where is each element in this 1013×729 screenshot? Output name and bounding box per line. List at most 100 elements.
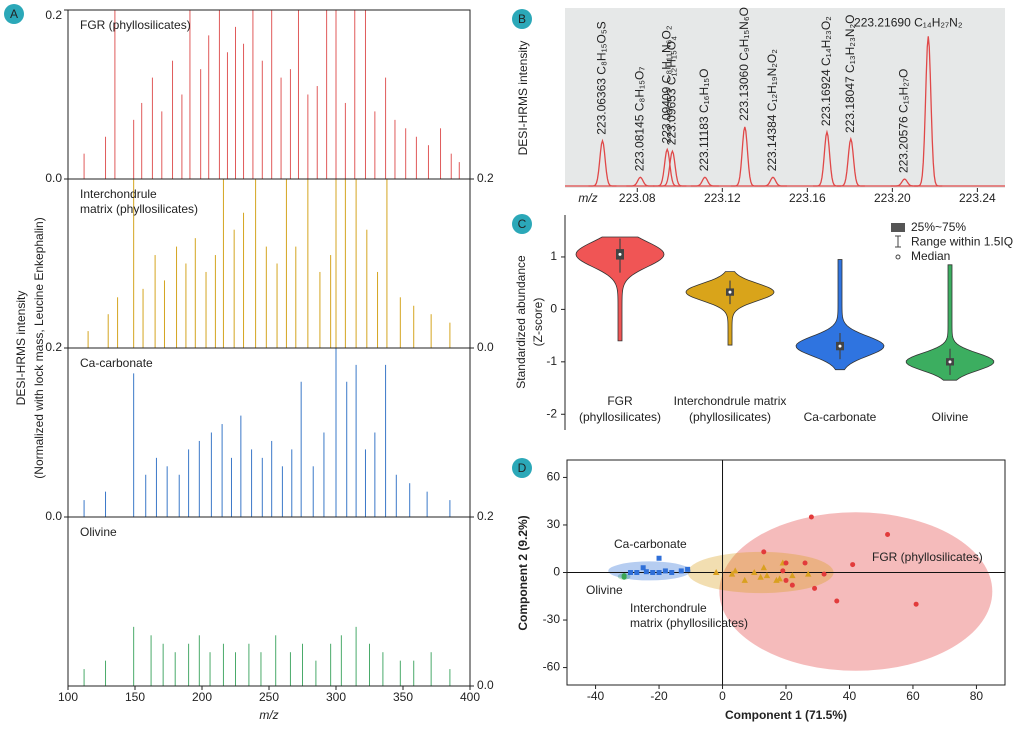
peak-label: 223.14384 C₁₂H₁₉N₂O₂	[765, 49, 779, 172]
spectrum-peak	[658, 149, 687, 187]
peak-label: 223.06363 C₈H₁₅O₅S	[595, 21, 609, 134]
series-label: Olivine	[586, 583, 623, 597]
y-tick-label: 0.0	[477, 678, 494, 692]
series-label: FGR (phyllosilicates)	[872, 550, 983, 564]
y-axis-label: (Z-score)	[531, 298, 545, 347]
y-axis-label: DESI-HRMS intensity	[516, 41, 530, 156]
x-tick-label: -20	[650, 689, 668, 703]
point	[802, 560, 808, 566]
y-axis-label: (Normalized with lock mass, Leucine Enke…	[32, 217, 46, 478]
panel-letter: C	[518, 217, 527, 231]
subpanel-frame	[67, 516, 471, 687]
x-tick-label: 223.20	[874, 191, 911, 205]
peak-label: 223.09653 C₁₂H₁₅O₄	[665, 36, 679, 145]
y-axis-label: DESI-HRMS intensity	[14, 291, 28, 406]
y-tick-label: 0.2	[45, 8, 62, 22]
peak-label: 223.16924 C₁₄H₂₃O₂	[819, 16, 833, 126]
point	[656, 555, 662, 561]
point	[789, 572, 796, 579]
x-tick-label: 40	[843, 689, 857, 703]
y-tick-label: 0	[553, 565, 560, 579]
point	[728, 570, 736, 577]
y-tick-label: 0.0	[45, 509, 62, 523]
point	[640, 565, 646, 571]
series-label: Ca-carbonate	[80, 356, 153, 370]
y-tick-label: -1	[546, 354, 557, 368]
series-label: matrix (phyllosilicates)	[630, 616, 748, 630]
y-tick-label: 1	[550, 249, 557, 263]
point	[627, 570, 633, 575]
point	[669, 570, 675, 575]
point	[621, 574, 627, 580]
point	[678, 568, 684, 574]
y-tick-label: 0.2	[477, 509, 494, 523]
panel-badge	[512, 214, 532, 234]
point	[685, 566, 691, 572]
y-tick-label: 60	[547, 470, 561, 484]
x-axis-label: m/z	[578, 191, 597, 205]
series-label: Interchondrule	[630, 601, 707, 615]
y-tick-label: -2	[546, 406, 557, 420]
series-label: FGR (phyllosilicates)	[80, 18, 191, 32]
spectrum-peak	[690, 176, 719, 187]
x-tick-label: 20	[779, 689, 793, 703]
panel-letter: D	[518, 461, 527, 475]
x-tick-label: 150	[125, 690, 145, 704]
confidence-ellipse	[719, 512, 993, 671]
point	[773, 576, 780, 583]
point	[808, 514, 814, 520]
peak-label: 223.13060 C₉H₁₅N₆O	[737, 7, 751, 121]
x-tick-label: 223.24	[959, 191, 996, 205]
point	[834, 598, 840, 604]
category-label: Ca-carbonate	[804, 410, 877, 424]
legend-label: 25%~75%	[911, 220, 966, 234]
legend-label: Range within 1.5IQR	[911, 235, 1013, 249]
point	[634, 570, 640, 575]
x-axis-label: m/z	[259, 708, 278, 722]
x-tick-label: 300	[326, 690, 346, 704]
x-axis-label: Component 1 (71.5%)	[725, 708, 847, 722]
x-tick-label: 223.16	[789, 191, 826, 205]
y-tick-label: 0.2	[45, 340, 62, 354]
peak-label: 223.08145 C₈H₁₅O₇	[633, 67, 647, 172]
panel-badge	[512, 9, 532, 29]
y-axis-label: Component 2 (9.2%)	[516, 515, 530, 630]
category-label: Olivine	[932, 410, 969, 424]
legend-label: Median	[911, 249, 950, 263]
point	[712, 569, 720, 575]
y-tick-label: 0.2	[477, 171, 494, 185]
x-tick-label: 60	[906, 689, 920, 703]
point	[751, 569, 758, 575]
y-tick-label: 0	[550, 302, 557, 316]
spectrum-peak	[758, 176, 787, 187]
legend-range-icon	[895, 235, 901, 248]
x-tick-label: 0	[719, 689, 726, 703]
peak-label: 223.20576 C₁₅H₂₇O	[897, 69, 911, 173]
spectrum-peak	[914, 36, 943, 187]
panel-badge	[4, 4, 24, 24]
series-label: Interchondrule	[80, 187, 157, 201]
y-tick-label: -60	[543, 660, 561, 674]
subpanel-frame	[67, 9, 471, 180]
median	[837, 343, 843, 349]
x-tick-label: 80	[970, 689, 984, 703]
panel-badge	[512, 458, 532, 478]
point	[650, 570, 656, 575]
panel-letter: B	[518, 12, 526, 26]
panel-letter: A	[10, 7, 18, 21]
median	[727, 289, 733, 295]
point	[783, 560, 789, 566]
spectrum-peak	[653, 147, 682, 187]
median	[947, 359, 953, 365]
point	[789, 582, 795, 588]
violin	[795, 259, 885, 371]
x-tick-label: -40	[587, 689, 605, 703]
point	[760, 564, 767, 571]
spectrum-peak	[588, 138, 617, 187]
point	[783, 577, 789, 583]
spectrum-peak	[730, 126, 759, 187]
series-label: matrix (phyllosilicates)	[80, 202, 198, 216]
spectrum-peak	[626, 176, 655, 187]
violin	[685, 271, 775, 346]
